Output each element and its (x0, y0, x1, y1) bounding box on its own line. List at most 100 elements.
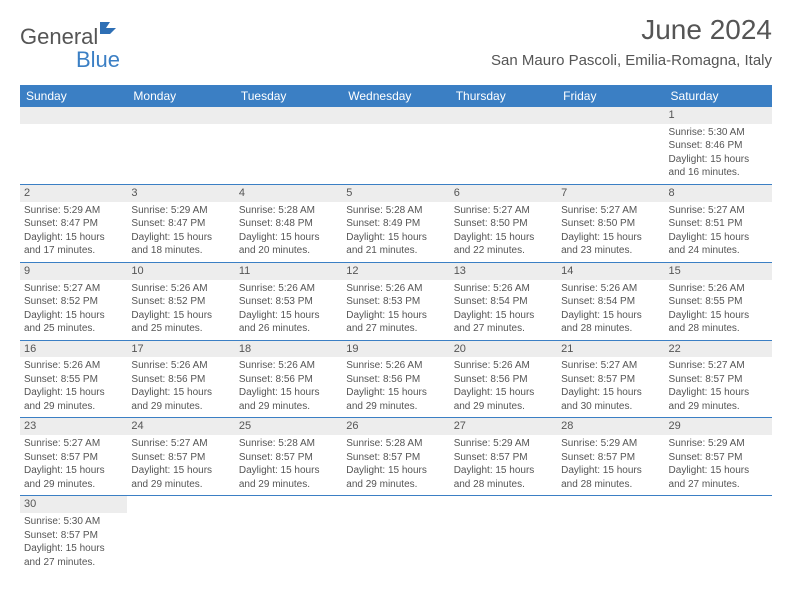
calendar-cell: 6 Sunrise: 5:27 AMSunset: 8:50 PMDaylight… (450, 184, 557, 262)
empty-day-band (342, 107, 449, 124)
calendar-cell: 10 Sunrise: 5:26 AMSunset: 8:52 PMDayligh… (127, 262, 234, 340)
daylight-text: Daylight: 15 hours and 30 minutes. (561, 386, 660, 413)
sunset-text: Sunset: 8:52 PM (131, 295, 230, 309)
sunset-text: Sunset: 8:55 PM (669, 295, 768, 309)
sunrise-text: Sunrise: 5:27 AM (24, 282, 123, 296)
day-number: 28 (557, 418, 664, 435)
empty-day-band (450, 107, 557, 124)
sunrise-text: Sunrise: 5:27 AM (669, 204, 768, 218)
sunrise-text: Sunrise: 5:26 AM (131, 282, 230, 296)
daylight-text: Daylight: 15 hours and 16 minutes. (669, 153, 768, 180)
daylight-text: Daylight: 15 hours and 17 minutes. (24, 231, 123, 258)
daylight-text: Daylight: 15 hours and 29 minutes. (346, 386, 445, 413)
sunset-text: Sunset: 8:46 PM (669, 139, 768, 153)
day-number: 29 (665, 418, 772, 435)
calendar-cell: 7Sunrise: 5:27 AMSunset: 8:50 PMDaylight… (557, 184, 664, 262)
sunset-text: Sunset: 8:53 PM (346, 295, 445, 309)
daylight-text: Daylight: 15 hours and 29 minutes. (24, 464, 123, 491)
sunset-text: Sunset: 8:57 PM (24, 451, 123, 465)
sunset-text: Sunset: 8:50 PM (454, 217, 553, 231)
sunrise-text: Sunrise: 5:26 AM (346, 359, 445, 373)
calendar-cell (342, 496, 449, 573)
calendar-cell: 27Sunrise: 5:29 AMSunset: 8:57 PMDayligh… (450, 418, 557, 496)
day-number: 30 (20, 496, 127, 513)
calendar-cell (557, 107, 664, 184)
sunset-text: Sunset: 8:51 PM (669, 217, 768, 231)
calendar-cell: 4Sunrise: 5:28 AMSunset: 8:48 PMDaylight… (235, 184, 342, 262)
day-number: 17 (127, 341, 234, 358)
daylight-text: Daylight: 15 hours and 27 minutes. (669, 464, 768, 491)
sunset-text: Sunset: 8:53 PM (239, 295, 338, 309)
sunrise-text: Sunrise: 5:28 AM (239, 204, 338, 218)
calendar-cell (20, 107, 127, 184)
day-number: 8 (665, 185, 772, 202)
calendar-cell (665, 496, 772, 573)
sunrise-text: Sunrise: 5:26 AM (346, 282, 445, 296)
day-number: 27 (450, 418, 557, 435)
sunrise-text: Sunrise: 5:28 AM (346, 437, 445, 451)
weekday-heading: Wednesday (342, 85, 449, 107)
day-number: 6 (450, 185, 557, 202)
sunrise-text: Sunrise: 5:29 AM (669, 437, 768, 451)
day-number: 10 (127, 263, 234, 280)
calendar-table: Sunday Monday Tuesday Wednesday Thursday… (20, 85, 772, 573)
daylight-text: Daylight: 15 hours and 28 minutes. (454, 464, 553, 491)
daylight-text: Daylight: 15 hours and 25 minutes. (131, 309, 230, 336)
sunset-text: Sunset: 8:56 PM (346, 373, 445, 387)
calendar-cell: 14Sunrise: 5:26 AMSunset: 8:54 PMDayligh… (557, 262, 664, 340)
day-number: 19 (342, 341, 449, 358)
sunset-text: Sunset: 8:47 PM (24, 217, 123, 231)
weekday-header-row: Sunday Monday Tuesday Wednesday Thursday… (20, 85, 772, 107)
sunset-text: Sunset: 8:56 PM (131, 373, 230, 387)
calendar-cell: 13Sunrise: 5:26 AMSunset: 8:54 PMDayligh… (450, 262, 557, 340)
logo-text-blue: Blue (76, 47, 120, 72)
calendar-cell: 15Sunrise: 5:26 AMSunset: 8:55 PMDayligh… (665, 262, 772, 340)
sunset-text: Sunset: 8:50 PM (561, 217, 660, 231)
weekday-heading: Sunday (20, 85, 127, 107)
daylight-text: Daylight: 15 hours and 29 minutes. (239, 464, 338, 491)
sunrise-text: Sunrise: 5:27 AM (131, 437, 230, 451)
day-number: 20 (450, 341, 557, 358)
day-number: 16 (20, 341, 127, 358)
daylight-text: Daylight: 15 hours and 29 minutes. (239, 386, 338, 413)
sunset-text: Sunset: 8:57 PM (669, 451, 768, 465)
daylight-text: Daylight: 15 hours and 27 minutes. (24, 542, 123, 569)
calendar-cell: 12Sunrise: 5:26 AMSunset: 8:53 PMDayligh… (342, 262, 449, 340)
day-number: 13 (450, 263, 557, 280)
daylight-text: Daylight: 15 hours and 22 minutes. (454, 231, 553, 258)
calendar-cell (235, 496, 342, 573)
empty-day-band (235, 107, 342, 124)
sunrise-text: Sunrise: 5:26 AM (561, 282, 660, 296)
sunset-text: Sunset: 8:52 PM (24, 295, 123, 309)
sunrise-text: Sunrise: 5:29 AM (454, 437, 553, 451)
day-number: 21 (557, 341, 664, 358)
calendar-cell: 5Sunrise: 5:28 AMSunset: 8:49 PMDaylight… (342, 184, 449, 262)
daylight-text: Daylight: 15 hours and 28 minutes. (561, 464, 660, 491)
day-number: 7 (557, 185, 664, 202)
empty-day-band (557, 107, 664, 124)
sunset-text: Sunset: 8:47 PM (131, 217, 230, 231)
weekday-heading: Tuesday (235, 85, 342, 107)
calendar-cell: 22Sunrise: 5:27 AMSunset: 8:57 PMDayligh… (665, 340, 772, 418)
daylight-text: Daylight: 15 hours and 29 minutes. (454, 386, 553, 413)
calendar-cell: 11Sunrise: 5:26 AMSunset: 8:53 PMDayligh… (235, 262, 342, 340)
sunrise-text: Sunrise: 5:28 AM (239, 437, 338, 451)
sunrise-text: Sunrise: 5:26 AM (454, 282, 553, 296)
sunset-text: Sunset: 8:54 PM (561, 295, 660, 309)
empty-day-band (20, 107, 127, 124)
sunset-text: Sunset: 8:49 PM (346, 217, 445, 231)
empty-day-band (127, 107, 234, 124)
calendar-cell: 20Sunrise: 5:26 AMSunset: 8:56 PMDayligh… (450, 340, 557, 418)
calendar-cell (127, 107, 234, 184)
calendar-cell (342, 107, 449, 184)
calendar-cell: 23Sunrise: 5:27 AMSunset: 8:57 PMDayligh… (20, 418, 127, 496)
calendar-cell: 2Sunrise: 5:29 AMSunset: 8:47 PMDaylight… (20, 184, 127, 262)
sunrise-text: Sunrise: 5:27 AM (454, 204, 553, 218)
calendar-cell: 8 Sunrise: 5:27 AMSunset: 8:51 PMDaylight… (665, 184, 772, 262)
calendar-cell: 18Sunrise: 5:26 AMSunset: 8:56 PMDayligh… (235, 340, 342, 418)
sunrise-text: Sunrise: 5:27 AM (669, 359, 768, 373)
daylight-text: Daylight: 15 hours and 24 minutes. (669, 231, 768, 258)
calendar-cell: 25Sunrise: 5:28 AMSunset: 8:57 PMDayligh… (235, 418, 342, 496)
daylight-text: Daylight: 15 hours and 21 minutes. (346, 231, 445, 258)
logo-flag-icon (100, 14, 122, 40)
